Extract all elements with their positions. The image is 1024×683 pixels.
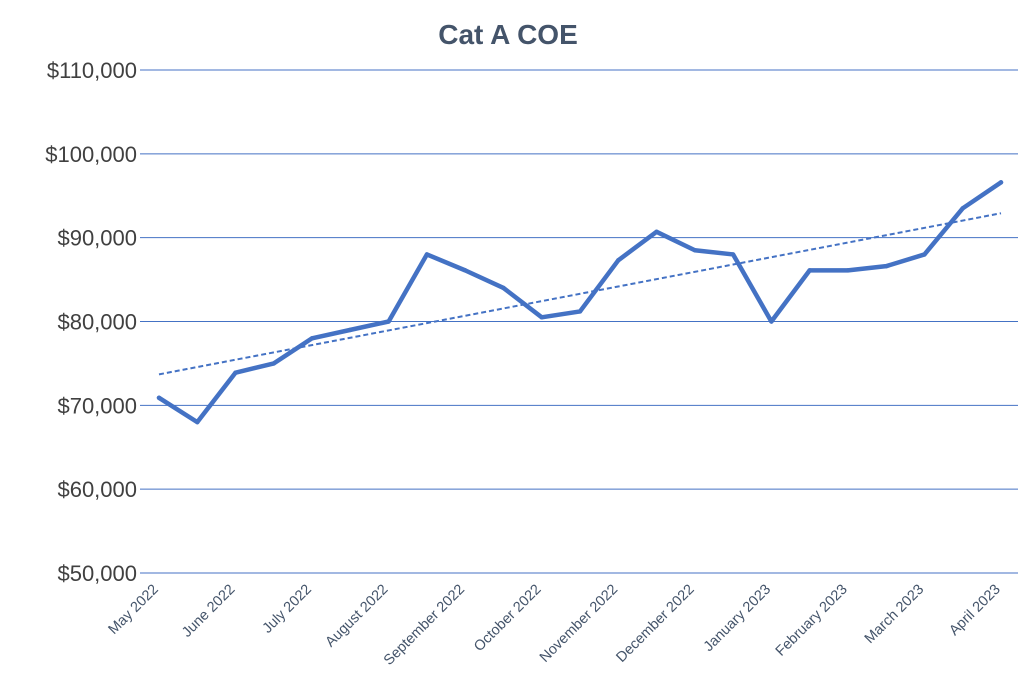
data-point (424, 252, 430, 257)
y-tick-label: $100,000 (45, 142, 137, 167)
x-tick-label: June 2022 (179, 582, 238, 641)
data-point (807, 268, 812, 273)
x-tick-label: February 2023 (773, 582, 851, 660)
series-line-cat-a-coe (156, 180, 1004, 425)
data-point (845, 268, 851, 273)
trendline (158, 212, 1002, 376)
data-point (348, 327, 353, 333)
data-point (462, 268, 468, 273)
x-tick-label: March 2023 (862, 582, 927, 647)
data-point (769, 319, 774, 324)
x-tick-label: July 2022 (260, 582, 315, 637)
data-point (386, 319, 391, 324)
x-tick-label: May 2022 (105, 582, 161, 638)
x-tick-label: April 2023 (946, 582, 1003, 639)
y-tick-label: $110,000 (47, 58, 137, 83)
y-tick-label: $70,000 (57, 393, 137, 418)
data-point (654, 229, 659, 234)
data-point (501, 285, 506, 291)
data-point (271, 361, 277, 366)
data-point (998, 180, 1004, 185)
data-point (692, 248, 698, 253)
data-point (577, 309, 583, 314)
data-point (233, 370, 238, 375)
chart-title: Cat A COE (438, 19, 578, 50)
data-point (195, 419, 200, 425)
y-tick-label: $50,000 (57, 561, 137, 586)
x-tick-label: October 2022 (471, 582, 544, 655)
data-point (883, 263, 889, 269)
series-layer (156, 180, 1004, 425)
gridlines (140, 69, 1018, 574)
x-tick-label: November 2022 (537, 582, 621, 666)
data-point (730, 252, 736, 257)
x-tick-label: August 2022 (323, 582, 392, 651)
data-point (309, 336, 315, 341)
x-tick-label: January 2023 (701, 582, 774, 655)
data-point (539, 315, 544, 320)
data-point (960, 206, 965, 211)
x-tick-label: December 2022 (613, 582, 697, 666)
y-axis-tick-labels: $50,000 $60,000 $70,000 $80,000 $90,000 $100,… (45, 58, 137, 586)
data-point (922, 252, 927, 257)
y-tick-label: $80,000 (57, 310, 137, 335)
data-point (616, 258, 621, 263)
x-axis-tick-labels: May 2022 June 2022 July 2022 August 2022Sep… (105, 582, 1003, 669)
data-point (156, 395, 162, 400)
y-tick-label: $90,000 (57, 226, 137, 251)
y-tick-label: $60,000 (57, 477, 137, 502)
x-tick-label: September 2022 (381, 582, 468, 669)
